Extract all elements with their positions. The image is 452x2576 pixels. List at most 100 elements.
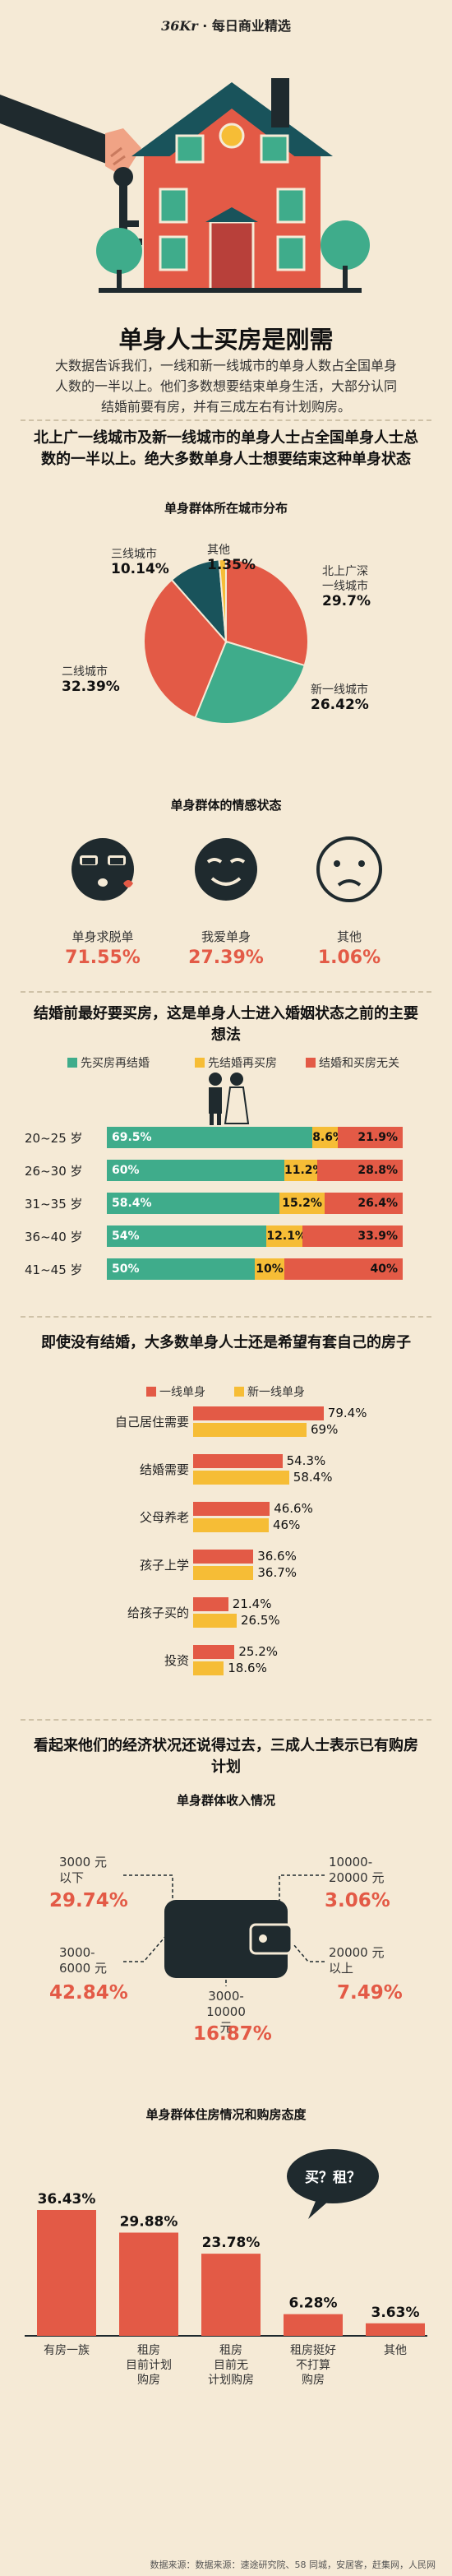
pie-label-other: 其他 1.35% xyxy=(207,544,256,573)
hbar-category-label: 孩子上学 xyxy=(139,1558,189,1573)
hbar-value-1: 18.6% xyxy=(228,1661,267,1675)
tree-icon xyxy=(96,220,370,288)
emotion-label-2: 其他 xyxy=(336,929,362,944)
house-icon xyxy=(131,78,333,291)
stack-row-label: 26~30 岁 xyxy=(25,1164,83,1179)
vbar-category-label: 租房 xyxy=(137,2344,160,2357)
emotion-value-1: 27.39% xyxy=(188,947,264,968)
vbar-value: 29.88% xyxy=(120,2214,178,2231)
income-title: 单身群体收入情况 xyxy=(176,1793,275,1808)
pie-slice-1 xyxy=(194,640,306,725)
income-wallet-diagram xyxy=(123,1874,325,1986)
stack-row-label: 41~45 岁 xyxy=(25,1263,83,1277)
hbar-value-1: 58.4% xyxy=(293,1470,333,1485)
stack-segment-1: 15.2% xyxy=(279,1193,325,1214)
hbar-value-0: 21.4% xyxy=(232,1596,272,1611)
stack-legend-0: 先买房再结婚 xyxy=(67,1054,150,1071)
section-divider xyxy=(21,419,431,421)
vbar-category-label: 购房 xyxy=(137,2374,160,2387)
vbar-3 xyxy=(284,2314,343,2336)
pie-slice-2 xyxy=(143,578,228,720)
hbar-1 xyxy=(193,1518,269,1532)
hbar-0 xyxy=(193,1645,235,1659)
speech-bubble-icon: 买？租？ xyxy=(287,2149,379,2219)
hbar-0 xyxy=(193,1454,283,1468)
stack-segment-1: 11.2% xyxy=(284,1160,325,1181)
hbar-value-0: 46.6% xyxy=(274,1501,313,1516)
stack-row-label: 31~35 岁 xyxy=(25,1197,83,1212)
hbar-category-label: 自己居住需要 xyxy=(114,1415,189,1429)
vbar-4 xyxy=(366,2323,425,2336)
income-label-4: 20000 元以上 xyxy=(329,1945,385,1976)
stack-segment-1: 12.1% xyxy=(266,1225,307,1247)
vbar-category-label: 不打算 xyxy=(296,2358,330,2372)
hbar-0 xyxy=(193,1597,228,1611)
housing-title: 单身群体住房情况和购房态度 xyxy=(145,2107,307,2122)
emotion-label-1: 我爱单身 xyxy=(201,929,251,944)
vbar-category-label: 租房挺好 xyxy=(290,2344,336,2357)
worried-face-icon xyxy=(316,836,382,902)
vbar-category-label: 其他 xyxy=(384,2344,407,2357)
vbar-value: 3.63% xyxy=(371,2305,420,2321)
brand-logo: 36Kr xyxy=(161,18,198,34)
stack-segment-2: 26.4% xyxy=(324,1193,403,1214)
income-label-1: 3000- 6000 元 xyxy=(59,1945,107,1976)
vbar-2 xyxy=(201,2254,261,2336)
section4-heading: 看起来他们的经济状况还说得过去，三成人士表示已有购房计划 xyxy=(34,1737,418,1776)
emotion-label-0: 单身求脱单 xyxy=(71,929,134,944)
section3-heading: 即使没有结婚，大多数单身人士还是希望有套自己的房子 xyxy=(41,1334,411,1351)
hbar-value-0: 54.3% xyxy=(286,1453,326,1468)
hbar-0 xyxy=(193,1550,254,1564)
city-pie-chart xyxy=(143,558,309,725)
vbar-category-label: 目前无 xyxy=(214,2358,248,2372)
stack-legend-1: 先结婚再买房 xyxy=(195,1054,277,1071)
hbar-value-1: 69% xyxy=(311,1422,339,1437)
hbar-legend-0: 一线单身 xyxy=(146,1383,205,1400)
income-label-2: 3000- 10000 元 xyxy=(206,1989,246,2035)
hbar-value-0: 79.4% xyxy=(327,1406,367,1420)
stack-segment-0: 50% xyxy=(107,1258,255,1280)
vbar-value: 6.28% xyxy=(289,2296,338,2312)
vbar-value: 36.43% xyxy=(38,2191,96,2208)
pie-label-new-tier1: 新一线城市 26.42% xyxy=(311,683,369,713)
hbar-1 xyxy=(193,1661,224,1675)
income-value-1: 42.84% xyxy=(49,1982,128,2004)
hbar-1 xyxy=(193,1566,254,1580)
stack-segment-2: 33.9% xyxy=(302,1225,403,1247)
pie-slice-0 xyxy=(225,558,309,667)
hbar-0 xyxy=(193,1406,324,1420)
hbar-category-label: 父母养老 xyxy=(139,1510,189,1525)
intro-text: 大数据告诉我们，一线和新一线城市的单身人数占全国单身人数的一半以上。他们多数想要… xyxy=(54,358,397,415)
stack-segment-1: 8.6% xyxy=(312,1127,344,1148)
section1-heading: 北上广一线城市及新一线城市的单身人士占全国单身人士总数的一半以上。绝大多数单身人… xyxy=(34,429,418,468)
stack-segment-2: 21.9% xyxy=(338,1127,403,1148)
section-divider xyxy=(21,1316,431,1318)
vbar-category-label: 目前计划 xyxy=(126,2358,172,2372)
stack-segment-2: 28.8% xyxy=(317,1160,403,1181)
hbar-value-0: 36.6% xyxy=(257,1549,297,1564)
pie-label-tier2: 二线城市 32.39% xyxy=(62,665,120,695)
stack-row-label: 20~25 岁 xyxy=(25,1131,83,1146)
section-divider xyxy=(21,991,431,993)
hand-with-key-icon xyxy=(0,95,142,259)
vbar-value: 23.78% xyxy=(202,2235,261,2251)
hbar-1 xyxy=(193,1423,307,1437)
vbar-category-label: 租房 xyxy=(219,2344,242,2357)
page-title: 单身人士买房是刚需 xyxy=(118,326,334,354)
vbar-category-label: 购房 xyxy=(302,2374,325,2387)
stack-segment-0: 60% xyxy=(107,1160,284,1181)
hbar-0 xyxy=(193,1502,270,1516)
purchase-reason-bar: 自己居住需要 79.4% 69% 结婚需要 54.3% 58.4% 父母养老 46.6% 46%… xyxy=(0,1406,452,1703)
hbar-1 xyxy=(193,1471,289,1485)
stack-row-label: 36~40 岁 xyxy=(25,1230,83,1244)
brand-header: 36Kr · 每日商业精选 xyxy=(0,15,452,35)
pie-label-tier3: 三线城市 10.14% xyxy=(111,548,169,577)
hbar-category-label: 结婚需要 xyxy=(139,1462,189,1477)
hbar-1 xyxy=(193,1614,237,1628)
data-source: 数据来源：数据来源：速途研究院、58 同城，安居客，赶集网，人民网 xyxy=(150,2560,436,2570)
stack-segment-1: 10% xyxy=(255,1258,284,1280)
couple-icon xyxy=(209,1073,250,1125)
hbar-category-label: 给孩子买的 xyxy=(127,1605,189,1620)
vbar-1 xyxy=(119,2232,178,2336)
